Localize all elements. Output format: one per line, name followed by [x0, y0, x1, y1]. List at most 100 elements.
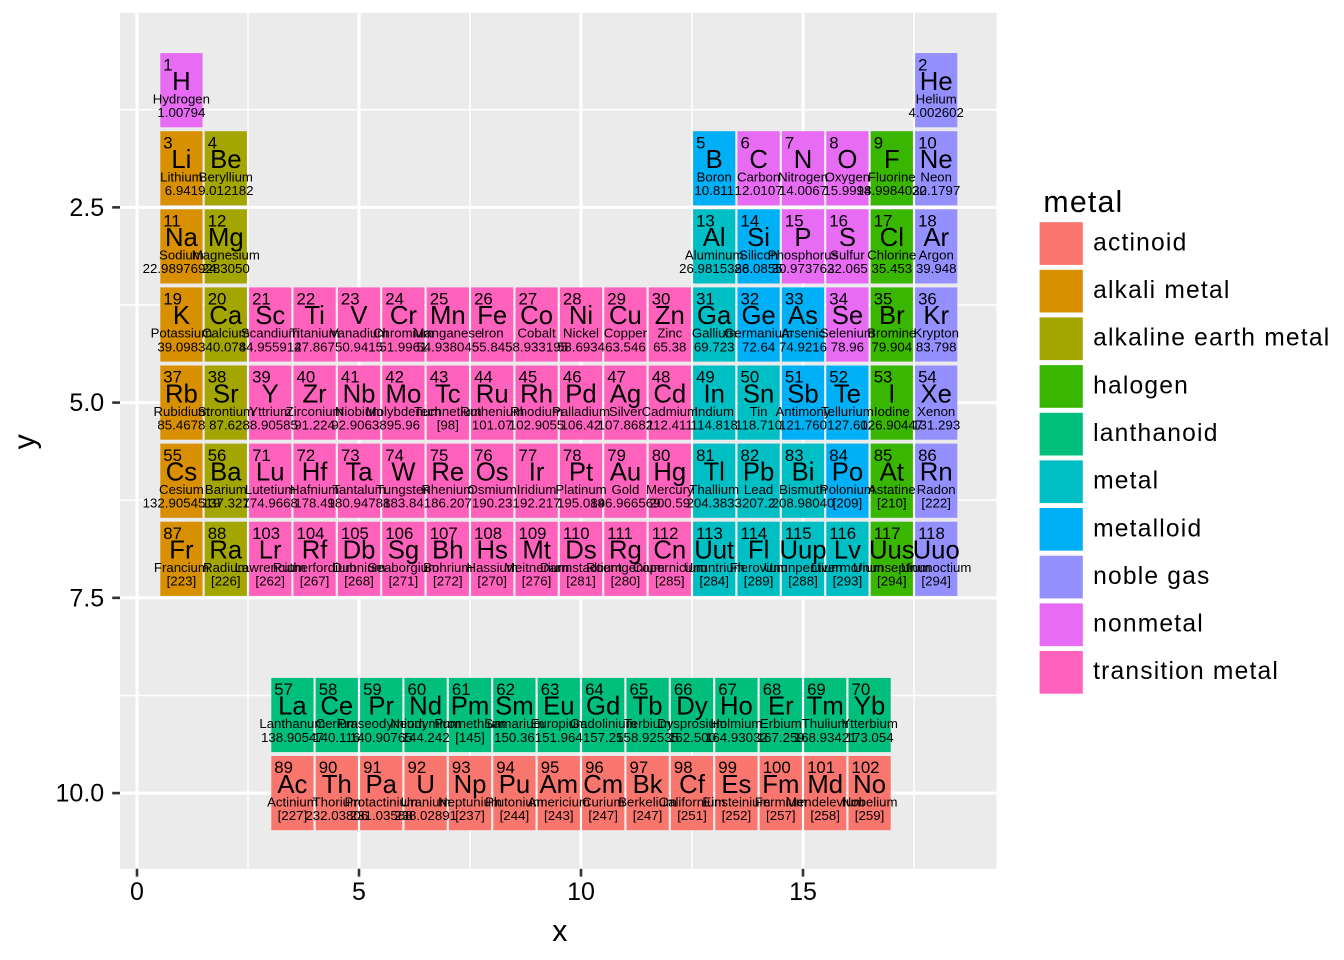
svg-text:Carbon: Carbon [737, 170, 780, 185]
svg-text:Francium: Francium [154, 560, 209, 575]
svg-text:Strontium: Strontium [198, 404, 254, 419]
svg-text:18: 18 [918, 212, 937, 231]
svg-text:66: 66 [674, 680, 693, 699]
svg-text:K: K [173, 302, 190, 330]
svg-text:Te: Te [834, 380, 861, 408]
svg-text:89: 89 [274, 758, 293, 777]
svg-text:Californium: Californium [659, 794, 726, 809]
svg-text:Osmium: Osmium [468, 482, 517, 497]
svg-text:82: 82 [741, 446, 760, 465]
svg-text:Tl: Tl [703, 458, 724, 486]
svg-text:29: 29 [607, 290, 626, 309]
svg-text:83.798: 83.798 [916, 339, 957, 354]
svg-text:No: No [853, 771, 886, 799]
svg-text:Thorium: Thorium [313, 794, 361, 809]
svg-text:halogen: halogen [1093, 372, 1189, 399]
svg-text:Cl: Cl [880, 224, 904, 252]
svg-text:[280]: [280] [611, 574, 641, 589]
svg-text:15: 15 [789, 878, 817, 906]
svg-text:Platinum: Platinum [555, 482, 606, 497]
svg-text:Rb: Rb [165, 380, 198, 408]
svg-text:Uuo: Uuo [913, 537, 960, 565]
svg-text:Lu: Lu [256, 458, 285, 486]
svg-text:69.723: 69.723 [694, 339, 735, 354]
svg-text:Hf: Hf [302, 458, 329, 486]
svg-text:[276]: [276] [522, 574, 552, 589]
svg-text:17: 17 [874, 212, 893, 231]
svg-text:11: 11 [163, 212, 180, 231]
svg-text:61: 61 [452, 680, 471, 699]
svg-text:Zirconium: Zirconium [286, 404, 344, 419]
svg-text:41: 41 [341, 368, 360, 387]
svg-text:39: 39 [252, 368, 271, 387]
svg-text:Boron: Boron [697, 170, 732, 185]
svg-text:Thulium: Thulium [802, 716, 849, 731]
svg-text:[268]: [268] [344, 574, 374, 589]
svg-text:Gallium: Gallium [692, 326, 737, 341]
svg-text:42: 42 [385, 368, 404, 387]
svg-text:112.411: 112.411 [647, 417, 693, 432]
svg-text:86: 86 [918, 446, 937, 465]
svg-text:Nitrogen: Nitrogen [778, 170, 828, 185]
svg-text:144.242: 144.242 [402, 730, 450, 745]
svg-text:Germanium: Germanium [724, 326, 793, 341]
svg-text:12.0107: 12.0107 [735, 183, 783, 198]
svg-text:[145]: [145] [455, 730, 485, 745]
svg-text:19: 19 [163, 290, 182, 309]
svg-text:30: 30 [652, 290, 671, 309]
svg-text:114.818: 114.818 [691, 417, 738, 432]
svg-text:Hs: Hs [476, 537, 507, 565]
svg-text:34: 34 [829, 290, 848, 309]
svg-text:102.9055: 102.9055 [509, 417, 564, 432]
svg-text:Bk: Bk [633, 771, 663, 799]
svg-text:Co: Co [520, 302, 553, 330]
svg-text:Oxygen: Oxygen [825, 170, 870, 185]
svg-text:Barium: Barium [205, 482, 247, 497]
svg-text:[222]: [222] [921, 496, 951, 511]
svg-text:74.9216: 74.9216 [779, 339, 827, 354]
svg-text:Astatine: Astatine [868, 482, 916, 497]
svg-text:Mg: Mg [208, 224, 244, 252]
svg-text:13: 13 [696, 212, 715, 231]
svg-text:[289]: [289] [744, 574, 774, 589]
svg-text:Sn: Sn [743, 380, 774, 408]
svg-text:Gd: Gd [586, 693, 620, 721]
svg-text:Zinc: Zinc [657, 326, 682, 341]
svg-text:Ununtrium: Ununtrium [684, 560, 745, 575]
svg-text:Ar: Ar [923, 224, 949, 252]
svg-text:Manganese: Manganese [413, 326, 482, 341]
svg-text:Chlorine: Chlorine [867, 248, 916, 263]
svg-text:Iron: Iron [481, 326, 504, 341]
svg-text:Mo: Mo [386, 380, 422, 408]
svg-text:77: 77 [519, 446, 538, 465]
svg-text:140.90765: 140.90765 [350, 730, 413, 745]
svg-text:26.9815386: 26.9815386 [679, 261, 749, 276]
svg-text:Polonium: Polonium [820, 482, 875, 497]
svg-text:91: 91 [363, 758, 382, 777]
svg-text:132.9054519: 132.9054519 [143, 496, 221, 511]
svg-text:Uus: Uus [869, 537, 915, 565]
svg-text:30.973762: 30.973762 [772, 261, 835, 276]
svg-text:[243]: [243] [544, 808, 574, 823]
svg-text:Magnesium: Magnesium [192, 248, 260, 263]
svg-text:92: 92 [408, 758, 427, 777]
svg-text:93: 93 [452, 758, 471, 777]
svg-text:Ds: Ds [565, 537, 596, 565]
svg-text:38: 38 [208, 368, 227, 387]
svg-text:Palladium: Palladium [552, 404, 610, 419]
svg-text:78: 78 [563, 446, 582, 465]
svg-text:Promethium: Promethium [434, 716, 505, 731]
svg-text:58.933195: 58.933195 [505, 339, 568, 354]
svg-text:70: 70 [852, 680, 871, 699]
svg-text:Li: Li [171, 146, 191, 174]
svg-text:Uut: Uut [694, 537, 734, 565]
svg-text:36: 36 [918, 290, 937, 309]
svg-text:Cerium: Cerium [316, 716, 359, 731]
svg-text:127.60: 127.60 [827, 417, 868, 432]
svg-text:105: 105 [341, 524, 369, 543]
svg-text:Bh: Bh [432, 537, 463, 565]
svg-text:157.25: 157.25 [583, 730, 624, 745]
svg-text:58: 58 [319, 680, 338, 699]
svg-text:Ho: Ho [720, 693, 753, 721]
svg-text:Phosphorus: Phosphorus [768, 248, 839, 263]
